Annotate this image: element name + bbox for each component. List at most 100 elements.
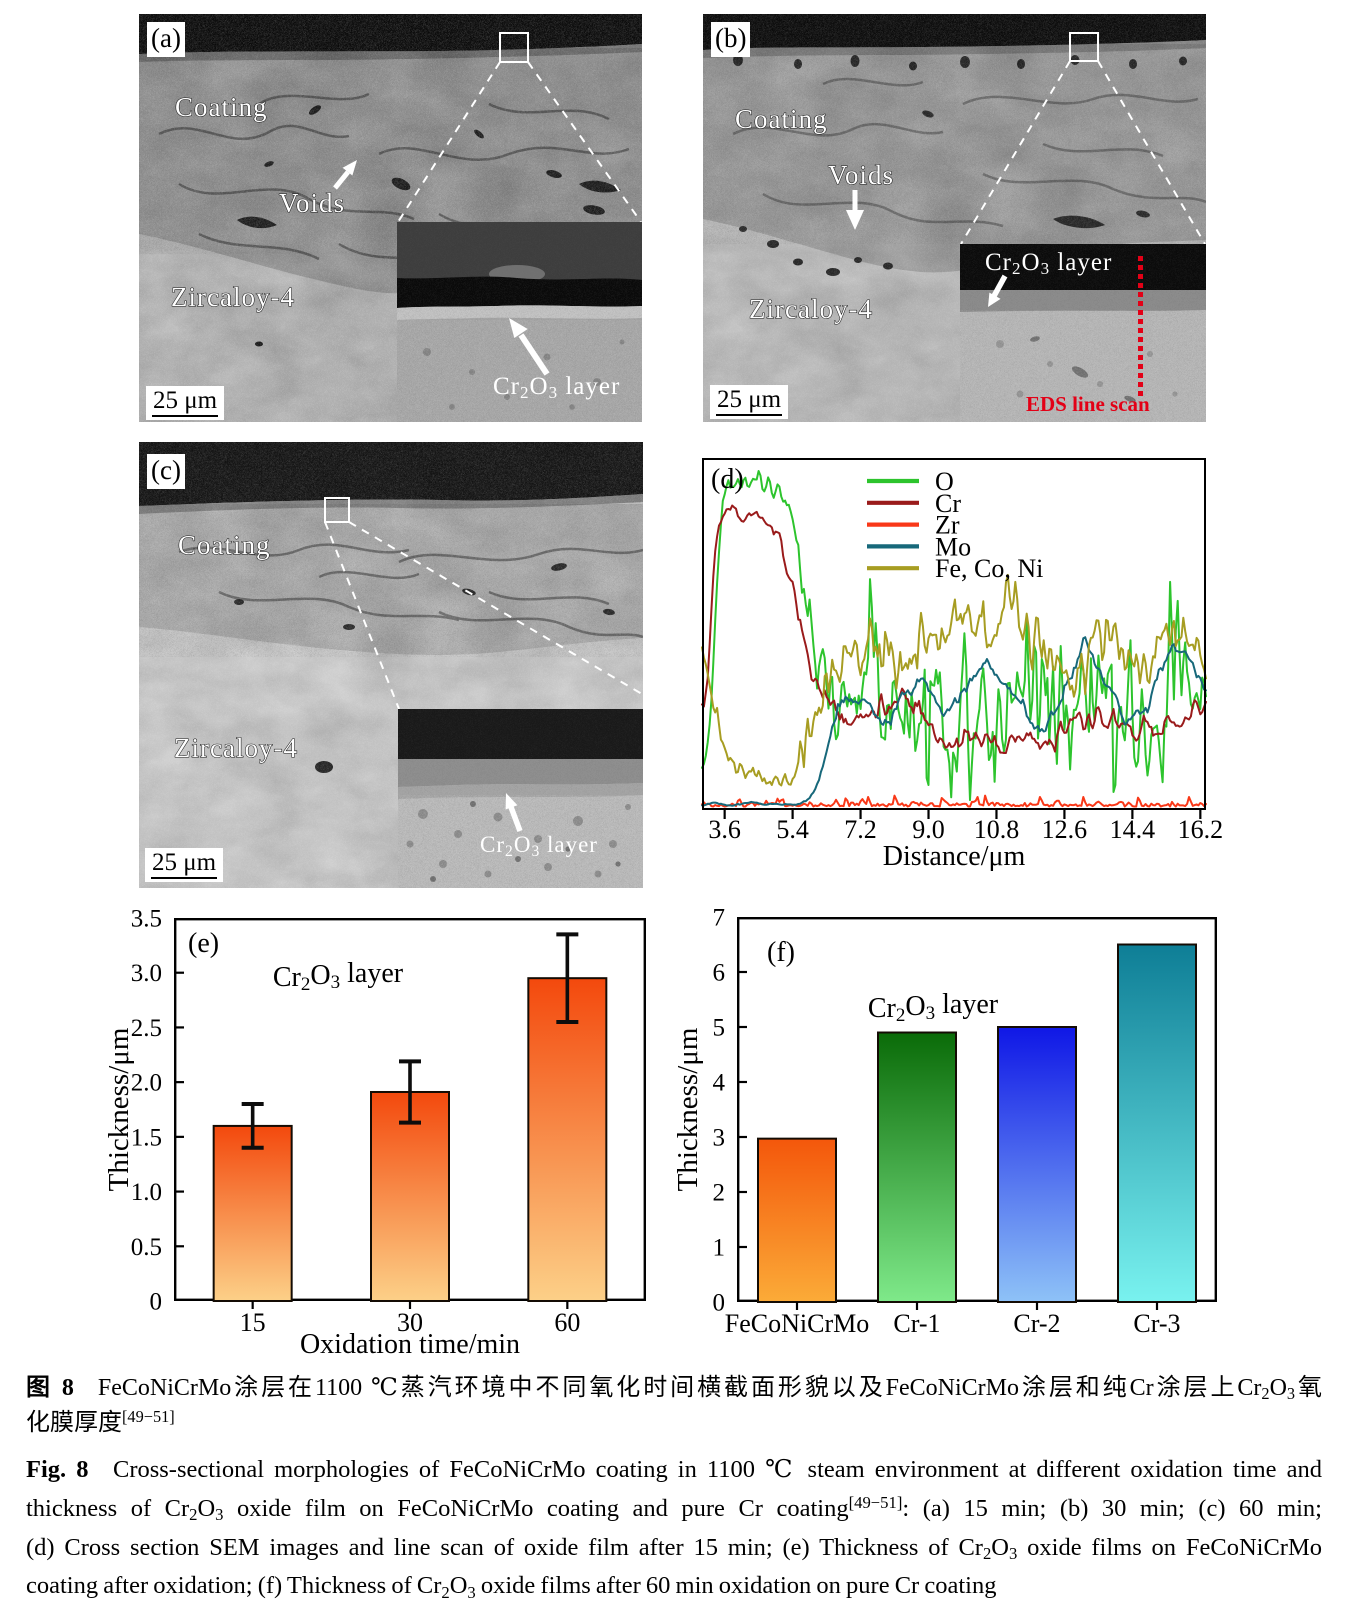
series-line-Cr	[701, 504, 1207, 754]
eds-dot	[1138, 373, 1143, 378]
decor-rect	[960, 310, 1206, 422]
y-tick-label-f: 7	[713, 905, 726, 932]
zoom-rect-c	[324, 497, 350, 523]
y-tick-label-f: 4	[713, 1070, 726, 1097]
decor-line	[508, 806, 523, 832]
x-tick-label-f: Cr-2	[1013, 1309, 1060, 1338]
caption-en-line-1: Fig. 8 Cross-sectional morphologies of F…	[26, 1456, 1322, 1483]
x-tick-label-d: 7.2	[844, 815, 877, 844]
x-tick-label-f: Cr-1	[893, 1309, 940, 1338]
decor-line	[960, 60, 1071, 245]
series-line-Fe-Co-Ni	[701, 573, 1207, 787]
text-fragment: 2	[441, 1582, 450, 1602]
text-fragment: 30	[397, 1308, 423, 1337]
oxide-label-c: Cr2O3 layer	[480, 832, 598, 860]
text-fragment: 2.0	[131, 1070, 162, 1097]
inset-image-b	[960, 244, 1206, 422]
sem-image-b	[703, 14, 1206, 422]
text-fragment: 9.0	[912, 815, 945, 844]
sem-panel-a: (a) Coating Voids Zircaloy-4 25 μm	[139, 14, 642, 422]
text-fragment: 3.0	[131, 960, 162, 987]
sem-panel-b: (b) Coating Voids Zircaloy-4 25 μm	[703, 14, 1206, 422]
text-fragment: layer	[935, 989, 999, 1020]
caption-en-line-4: coating after oxidation; (f) Thickness o…	[26, 1572, 997, 1602]
text-fragment: 2	[301, 974, 311, 995]
inset-image-c	[398, 709, 643, 888]
y-tick-label-e: 0	[150, 1289, 163, 1316]
text-fragment: 3	[331, 972, 341, 993]
text-fragment: 图 8	[26, 1375, 74, 1401]
series-line-Mo	[701, 636, 1207, 807]
text-fragment: Cr	[868, 993, 897, 1024]
decor-line	[397, 61, 501, 223]
eds-dot	[1138, 274, 1143, 279]
oxide-arrow-a	[509, 318, 550, 376]
legend-label-3: Mo	[935, 532, 971, 561]
text-fragment: 3	[215, 1504, 224, 1524]
text-fragment: 16.2	[1178, 815, 1224, 844]
eds-dot	[1138, 283, 1143, 288]
sem-panel-c: (c) Coating Zircaloy-4 25 μm	[139, 442, 643, 888]
text-fragment: 7.2	[844, 815, 877, 844]
eds-dot	[1138, 310, 1143, 315]
text-fragment: 3.6	[708, 815, 741, 844]
text-fragment: Cr	[273, 962, 302, 993]
text-fragment: 3.5	[131, 906, 162, 933]
voids-arrow-a	[333, 160, 357, 190]
text-fragment: 2	[1261, 1384, 1270, 1404]
y-tick-label-f: 3	[713, 1125, 726, 1152]
chart-title-f: Cr2​O3​ layer	[868, 989, 999, 1026]
x-axis-title-d: Distance/μm	[883, 841, 1026, 872]
decor-line	[348, 521, 643, 695]
eds-dot	[1138, 346, 1143, 351]
text-fragment: 15	[240, 1308, 266, 1337]
scale-bar-b: 25 μm	[710, 385, 789, 419]
decor-polygon	[509, 318, 528, 338]
eds-dot	[1138, 391, 1143, 396]
decor-rect	[397, 320, 642, 422]
x-tick-label-e: 30	[397, 1308, 423, 1337]
text-fragment: 2.5	[131, 1015, 162, 1042]
text-fragment: 3	[1009, 1543, 1018, 1563]
y-tick-label-f: 0	[713, 1290, 726, 1317]
text-fragment: 0.5	[131, 1234, 162, 1261]
panel-label-c: (c)	[147, 454, 185, 489]
x-tick-label-f: Cr-3	[1133, 1309, 1180, 1338]
panel-label-b: (b)	[711, 22, 751, 57]
zoom-rect-b	[1069, 32, 1099, 62]
eds-dot	[1138, 292, 1143, 297]
text-fragment: [49−51]	[122, 1407, 175, 1427]
substrate-label-b: Zircaloy-4	[748, 294, 873, 324]
text-fragment: 1.0	[131, 1179, 162, 1206]
text-fragment: 3	[713, 1125, 726, 1152]
text-fragment: 5.4	[776, 815, 809, 844]
oxide-label-a: Cr2O3 layer	[493, 373, 621, 403]
x-axis-title-e: Oxidation time/min	[300, 1329, 520, 1360]
legend-label-0: O	[935, 467, 954, 496]
oxide-label-b: Cr2O3 layer	[985, 249, 1113, 279]
inset-a: Cr2O3 layer	[397, 222, 642, 422]
oxide-arrow-c	[505, 793, 523, 832]
scale-bar-c: 25 μm	[145, 848, 224, 882]
eds-label-b: EDS line scan	[1026, 392, 1150, 416]
decor-polygon	[342, 160, 357, 176]
caption-zh-line-1: 图 8 FeCoNiCrMo涂层在1100 ℃蒸汽环境中不同氧化时间横截面形貌以…	[26, 1375, 1322, 1404]
x-tick-label-e: 60	[554, 1308, 580, 1337]
bar-f-3	[1117, 943, 1197, 1303]
oxide-arrow-b	[988, 274, 1008, 307]
eds-dot	[1138, 364, 1143, 369]
decor-line	[333, 170, 350, 190]
x-tick-label-d: 16.2	[1178, 815, 1224, 844]
coating-label-b: Coating	[734, 104, 828, 134]
caption-zh-line-2: 化膜厚度[49−51]	[26, 1407, 175, 1436]
text-fragment: O	[310, 960, 330, 991]
eds-dot	[1138, 337, 1143, 342]
text-fragment: 25 μm	[152, 388, 219, 417]
caption-chinese: 图 8 FeCoNiCrMo涂层在1100 ℃蒸汽环境中不同氧化时间横截面形貌以…	[26, 1371, 1322, 1440]
x-tick-label-d: 10.8	[974, 815, 1020, 844]
y-tick-label-f: 6	[713, 960, 726, 987]
text-fragment: Cr	[935, 489, 961, 518]
bar-e-1	[370, 1090, 450, 1302]
